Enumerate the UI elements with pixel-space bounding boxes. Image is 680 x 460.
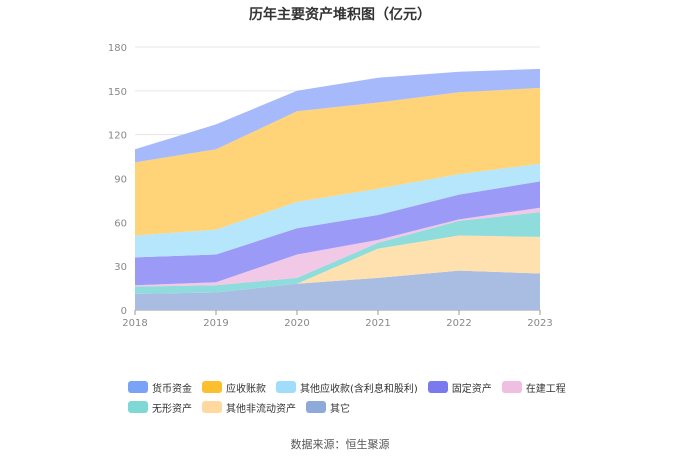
area-series-1 bbox=[135, 235, 540, 294]
legend-label: 应收账款 bbox=[226, 383, 266, 395]
legend-label: 无形资产 bbox=[152, 403, 192, 415]
data-source: 数据来源：恒生聚源 bbox=[290, 438, 390, 451]
x-tick-label: 2021 bbox=[365, 318, 390, 329]
legend-item[interactable]: 无形资产 bbox=[128, 400, 192, 415]
area-series-3 bbox=[135, 207, 540, 287]
legend-swatch bbox=[427, 381, 448, 393]
x-tick-label: 2019 bbox=[203, 318, 228, 329]
legend-swatch bbox=[202, 401, 222, 413]
legend-item[interactable]: 货币资金 bbox=[128, 380, 192, 395]
y-tick-label: 60 bbox=[114, 218, 127, 229]
x-tick-label: 2022 bbox=[446, 318, 471, 329]
x-tick-label: 2020 bbox=[284, 318, 309, 329]
legend-label: 其他应收款(含利息和股利) bbox=[300, 383, 418, 395]
legend-swatch bbox=[501, 381, 522, 393]
x-tick-label: 2018 bbox=[122, 318, 147, 329]
area-series-2 bbox=[135, 212, 540, 294]
legend-label: 固定资产 bbox=[451, 383, 492, 395]
legend-item[interactable]: 其它 bbox=[306, 400, 350, 415]
legend-label: 其他非流动资产 bbox=[226, 403, 296, 415]
legend-row: 货币资金 应收账款 其他应收款(含利息和股利) 固定资产 在建工程 bbox=[128, 377, 568, 397]
legend-label: 其它 bbox=[330, 403, 350, 415]
legend-swatch bbox=[276, 381, 296, 393]
legend-row: 无形资产 其他非流动资产 其它 bbox=[128, 397, 568, 417]
area-series-7 bbox=[135, 68, 540, 163]
y-tick-label: 120 bbox=[108, 131, 127, 142]
legend-item[interactable]: 其他应收款(含利息和股利) bbox=[276, 380, 418, 395]
y-tick-label: 180 bbox=[108, 43, 127, 54]
legend-label: 在建工程 bbox=[525, 383, 566, 395]
y-tick-label: 150 bbox=[108, 87, 127, 98]
y-tick-label: 0 bbox=[121, 306, 127, 317]
legend-item[interactable]: 在建工程 bbox=[501, 380, 566, 395]
area-series-0 bbox=[135, 270, 540, 310]
legend-item[interactable]: 应收账款 bbox=[202, 380, 266, 395]
area-series-4 bbox=[135, 181, 540, 286]
legend-item[interactable]: 其他非流动资产 bbox=[202, 400, 296, 415]
legend-swatch bbox=[306, 401, 326, 413]
legend-swatch bbox=[128, 381, 148, 393]
chart-legend: 货币资金 应收账款 其他应收款(含利息和股利) 固定资产 在建工程 无形资产 其他非流动资… bbox=[128, 377, 568, 417]
y-tick-label: 30 bbox=[114, 262, 127, 273]
stacked-area-chart: 0 30 60 90 120 150 180 2018 2019 2020 2021 2022 2023 bbox=[108, 43, 553, 329]
legend-swatch bbox=[202, 381, 222, 393]
legend-label: 货币资金 bbox=[152, 383, 192, 395]
legend-item[interactable]: 固定资产 bbox=[427, 380, 492, 395]
chart-title: 历年主要资产堆积图（亿元） bbox=[249, 7, 431, 23]
area-series-6 bbox=[135, 87, 540, 236]
x-tick-label: 2023 bbox=[527, 318, 552, 329]
area-series-5 bbox=[135, 163, 540, 258]
legend-swatch bbox=[128, 401, 148, 413]
y-tick-label: 90 bbox=[114, 175, 127, 186]
